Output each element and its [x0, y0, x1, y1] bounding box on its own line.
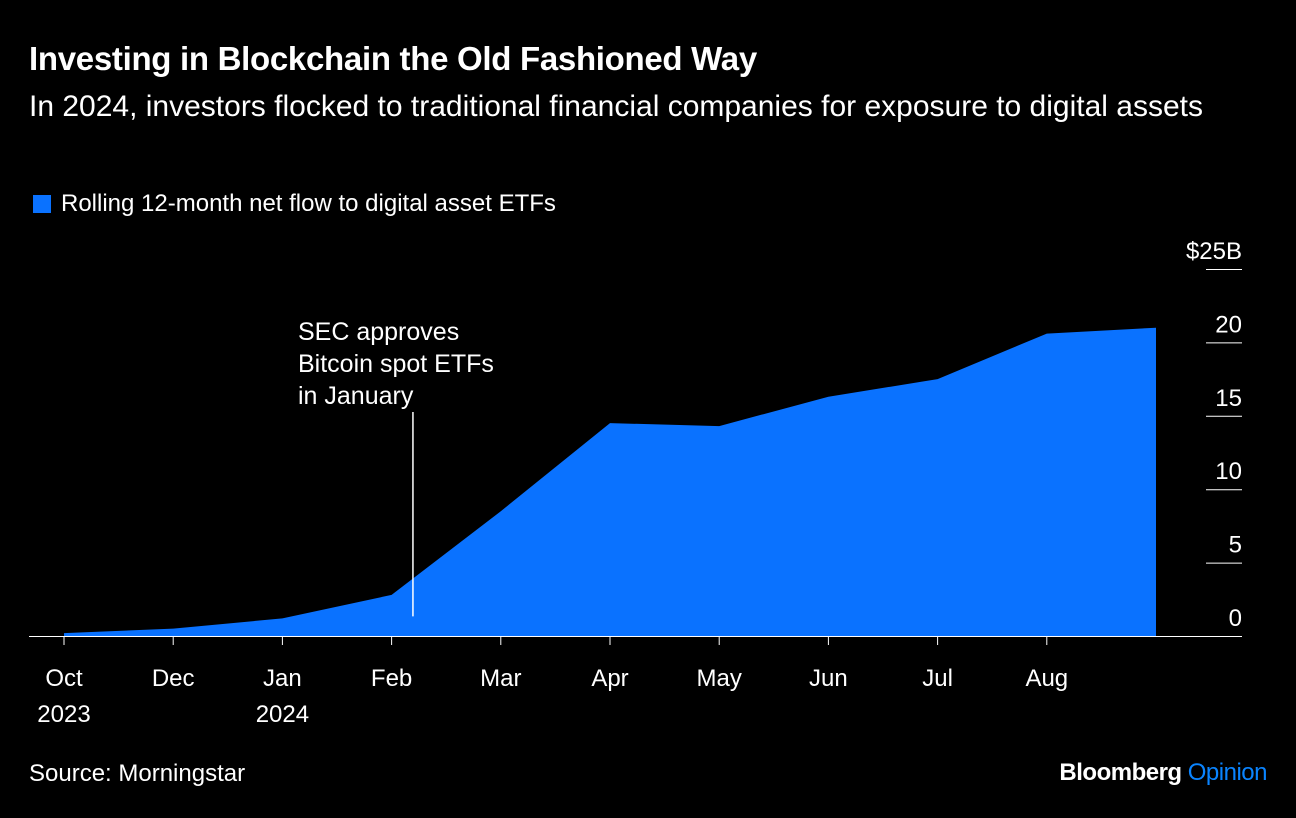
y-tick-label-3: 15 — [1215, 385, 1242, 412]
legend-label: Rolling 12-month net flow to digital ass… — [61, 190, 556, 217]
x-tick-label-0-1: 2023 — [37, 701, 90, 728]
annotation-text-1: Bitcoin spot ETFs — [298, 350, 494, 378]
y-tick-label-0: 0 — [1229, 605, 1242, 632]
x-tick-label-9-0: Aug — [1025, 665, 1068, 692]
legend-swatch — [33, 195, 51, 213]
annotation-text-2: in January — [298, 382, 414, 410]
chart-subtitle: In 2024, investors flocked to traditiona… — [29, 90, 1203, 123]
annotation-text-0: SEC approves — [298, 318, 459, 346]
brand-logo: Bloomberg Opinion — [1059, 759, 1267, 787]
series-area-0 — [64, 327, 1156, 636]
legend: Rolling 12-month net flow to digital ass… — [33, 190, 556, 218]
y-tick-label-5: $25B — [1186, 238, 1242, 265]
x-tick-label-4-0: Mar — [480, 665, 521, 692]
x-tick-label-7-0: Jun — [809, 665, 848, 692]
x-tick-label-2-0: Jan — [263, 665, 302, 692]
y-tick-label-2: 10 — [1215, 458, 1242, 485]
brand-suffix: Opinion — [1187, 759, 1268, 786]
x-tick-label-5-0: Apr — [591, 665, 628, 692]
x-tick-label-3-0: Feb — [371, 665, 412, 692]
x-tick-label-2-1: 2024 — [256, 701, 309, 728]
chart-title: Investing in Blockchain the Old Fashione… — [29, 40, 757, 77]
y-tick-label-1: 5 — [1229, 532, 1242, 559]
y-tick-label-4: 20 — [1215, 311, 1242, 338]
x-tick-label-8-0: Jul — [922, 665, 953, 692]
x-tick-label-1-0: Dec — [152, 665, 195, 692]
x-tick-label-0-0: Oct — [45, 665, 83, 692]
source-note: Source: Morningstar — [29, 760, 246, 787]
x-tick-label-6-0: May — [697, 665, 742, 692]
brand-name: Bloomberg — [1059, 759, 1182, 786]
